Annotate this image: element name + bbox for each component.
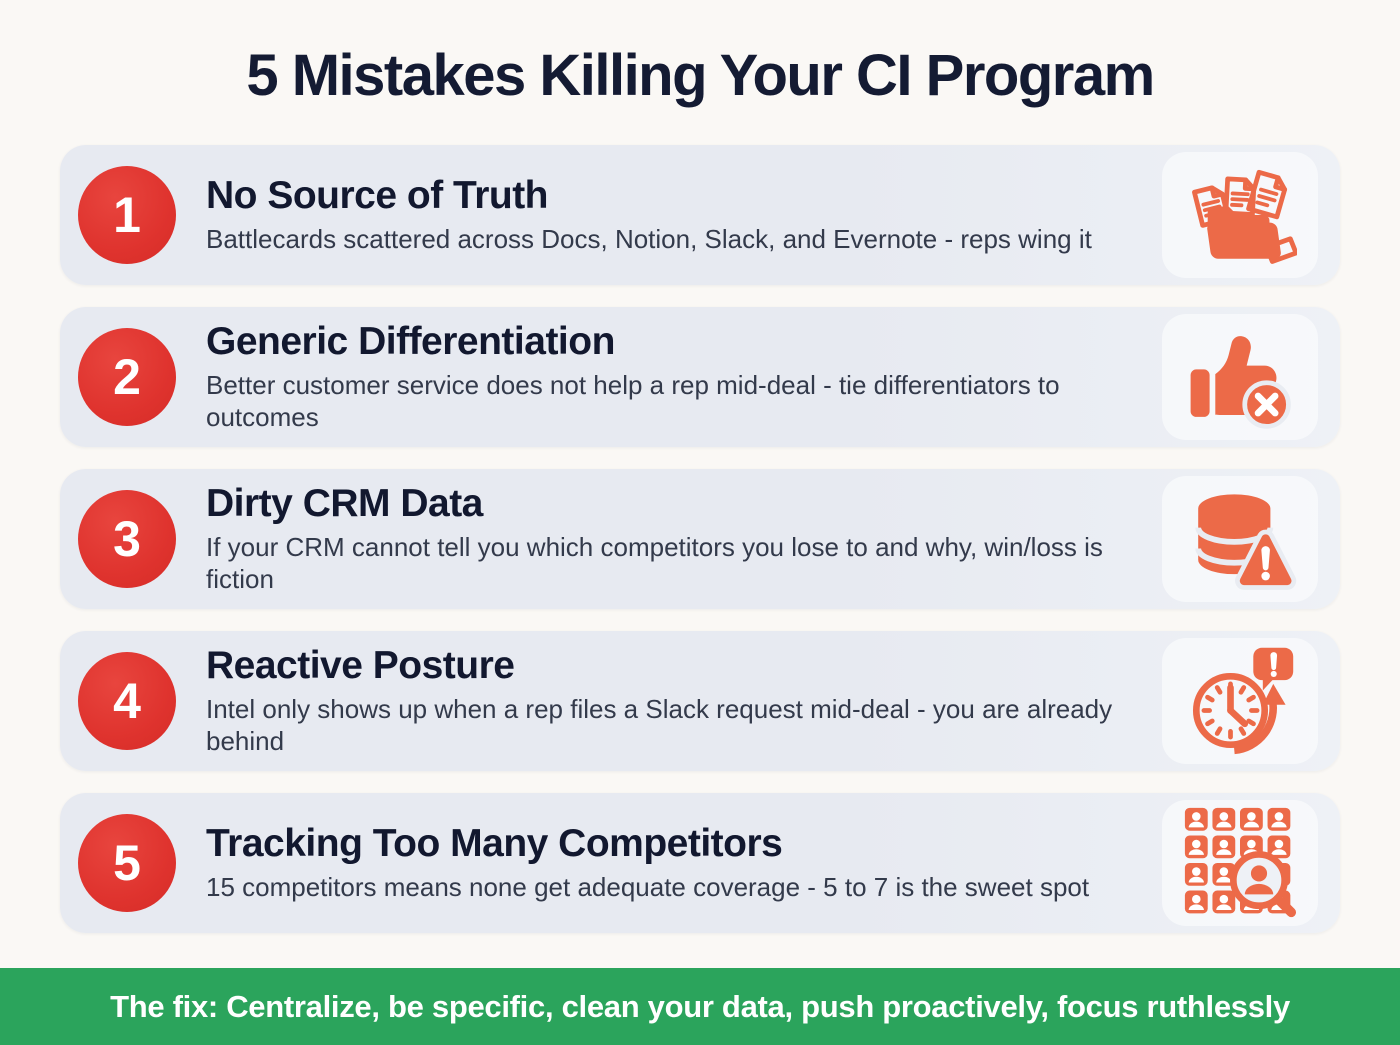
- number-badge: 2: [78, 328, 176, 426]
- number-badge: 1: [78, 166, 176, 264]
- scattered-documents-folder-icon: [1192, 169, 1297, 264]
- icon-plate: [1162, 638, 1318, 764]
- page-title: 5 Mistakes Killing Your CI Program: [246, 43, 1155, 108]
- mistake-card-5: 5 Tracking Too Many Competitors 15 compe…: [60, 793, 1340, 933]
- icon-plate: [1162, 800, 1318, 926]
- fix-footer-text: The fix: Centralize, be specific, clean …: [110, 988, 1290, 1024]
- number-badge: 3: [78, 490, 176, 588]
- card-texts: Reactive Posture Intel only shows up whe…: [206, 644, 1162, 757]
- mistake-title: Tracking Too Many Competitors: [206, 822, 783, 866]
- thumbs-up-x-icon: [1190, 336, 1291, 429]
- card-texts: No Source of Truth Battlecards scattered…: [206, 174, 1162, 255]
- mistake-title: Reactive Posture: [206, 644, 515, 688]
- mistake-description: Intel only shows up when a rep files a S…: [206, 694, 1113, 756]
- icon-plate: [1162, 152, 1318, 278]
- database-warning-icon: [1195, 494, 1297, 590]
- card-texts: Generic Differentiation Better customer …: [206, 320, 1162, 433]
- number-badge: 4: [78, 652, 176, 750]
- mistake-description: If your CRM cannot tell you which compet…: [206, 532, 1103, 594]
- fix-footer-bar: The fix: Centralize, be specific, clean …: [0, 968, 1400, 1045]
- clock-alert-icon: [1192, 647, 1294, 755]
- card-texts: Tracking Too Many Competitors 15 competi…: [206, 822, 1162, 903]
- mistake-card-2: 2 Generic Differentiation Better custome…: [60, 307, 1340, 447]
- mistake-card-4: 4 Reactive Posture Intel only shows up w…: [60, 631, 1340, 771]
- mistake-title: Dirty CRM Data: [206, 482, 483, 526]
- mistake-title: No Source of Truth: [206, 174, 549, 218]
- icon-plate: [1162, 314, 1318, 440]
- mistake-title: Generic Differentiation: [206, 320, 615, 364]
- card-texts: Dirty CRM Data If your CRM cannot tell y…: [206, 482, 1162, 595]
- mistake-description: 15 competitors means none get adequate c…: [206, 871, 1090, 902]
- people-grid-magnifier-icon: [1184, 807, 1297, 918]
- mistake-description: Better customer service does not help a …: [206, 370, 1060, 432]
- mistake-card-list: 1 No Source of Truth Battlecards scatter…: [60, 145, 1340, 933]
- mistake-card-1: 1 No Source of Truth Battlecards scatter…: [60, 145, 1340, 285]
- number-badge: 5: [78, 814, 176, 912]
- mistake-card-3: 3 Dirty CRM Data If your CRM cannot tell…: [60, 469, 1340, 609]
- mistake-description: Battlecards scattered across Docs, Notio…: [206, 223, 1092, 254]
- icon-plate: [1162, 476, 1318, 602]
